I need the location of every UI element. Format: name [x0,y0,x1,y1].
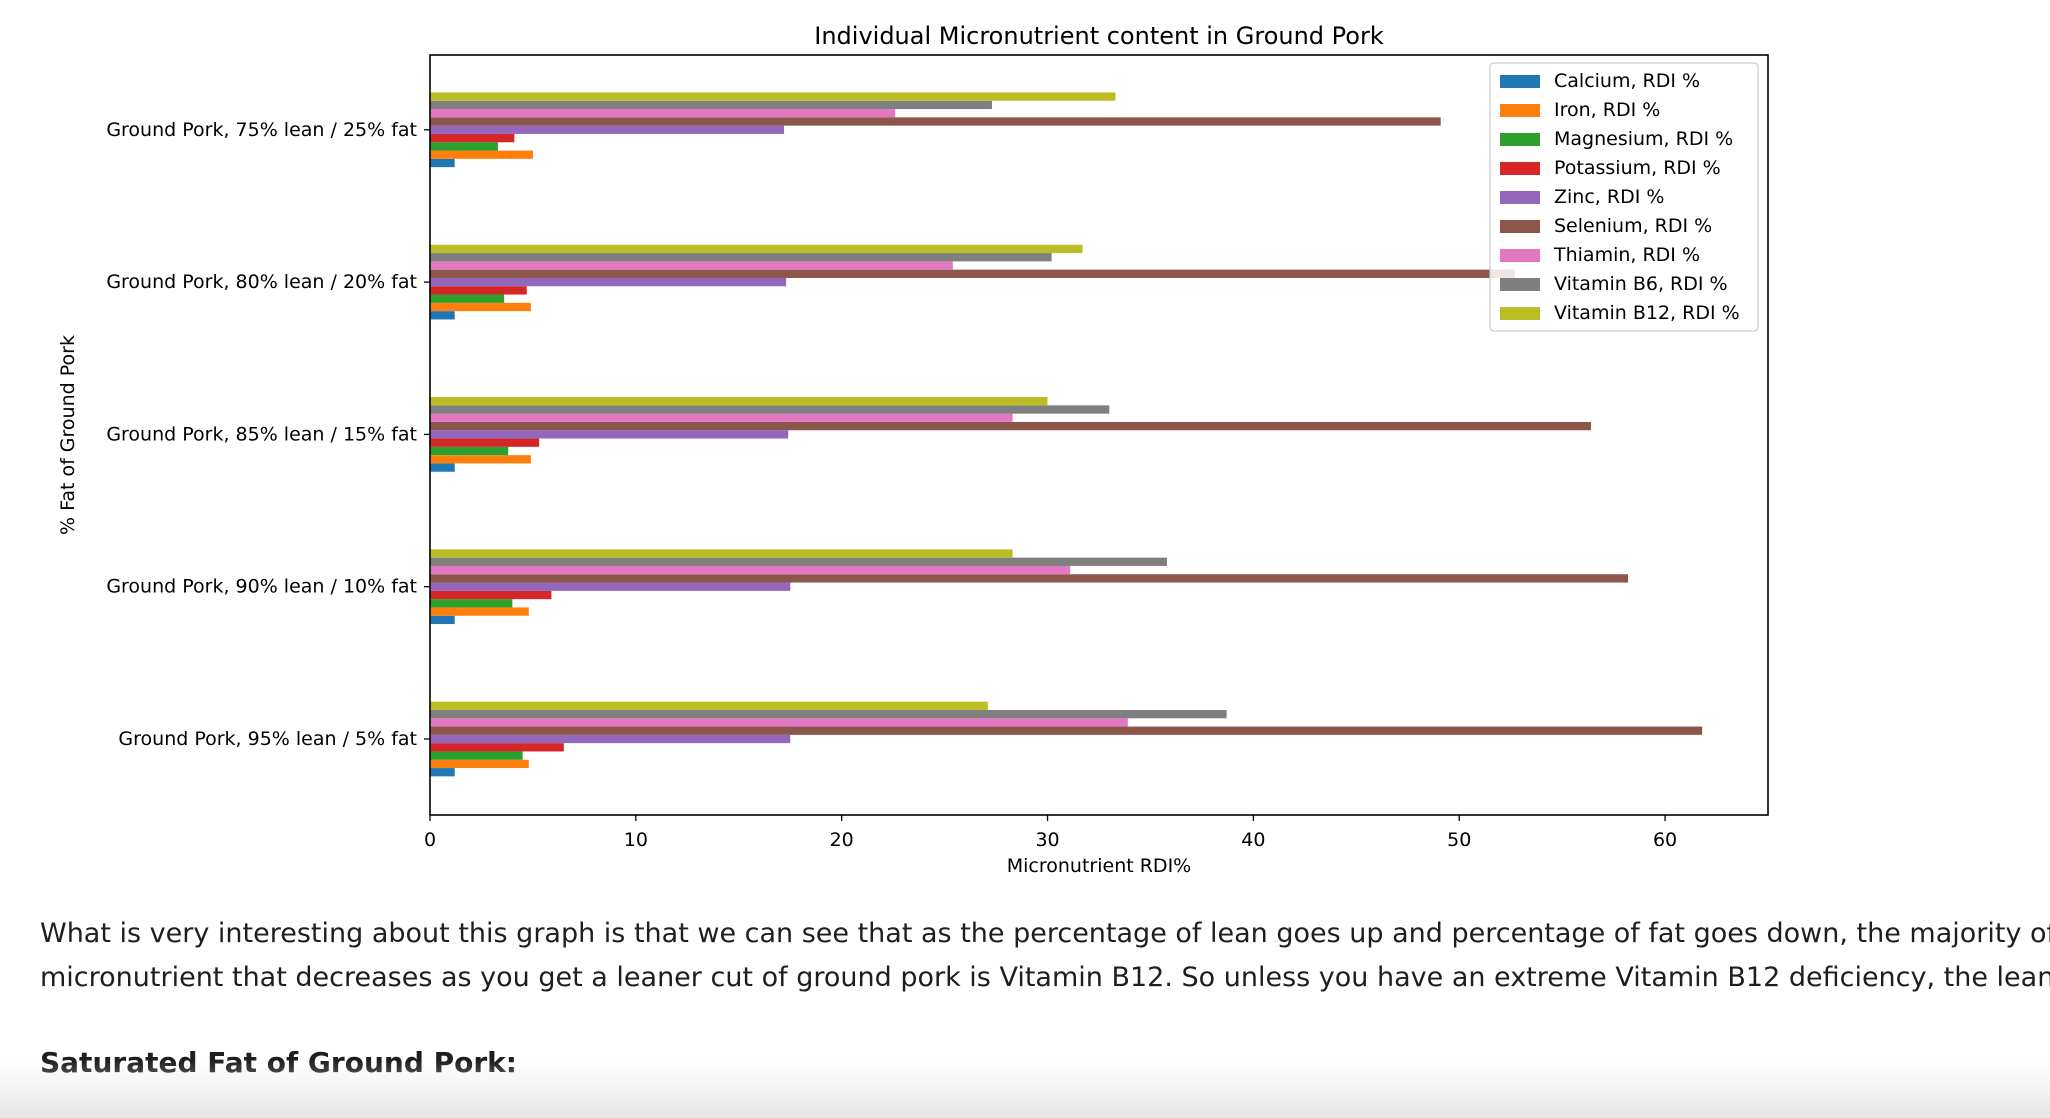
bar-series-group [430,92,1703,777]
bottom-fade-overlay [0,1060,2050,1118]
y-tick-label: Ground Pork, 75% lean / 25% fat [106,119,417,141]
bar [430,294,505,303]
bar [430,158,455,168]
legend-label: Magnesium, RDI % [1554,128,1733,150]
legend-swatch [1500,278,1540,291]
legend-swatch [1500,249,1540,262]
legend-swatch [1500,133,1540,146]
article-paragraph: What is very interesting about this grap… [40,912,2050,1000]
legend-swatch [1500,75,1540,88]
bar [430,125,785,134]
micronutrient-bar-chart: Individual Micronutrient content in Grou… [57,22,1769,877]
bar [430,277,787,287]
x-tick-label: 30 [1035,829,1059,851]
bar [430,599,513,608]
legend-swatch [1500,220,1540,233]
legend-frame [1489,62,1759,332]
bar [430,574,1629,583]
bar [430,421,1591,431]
legend-label: Potassium, RDI % [1554,157,1721,179]
bar [430,446,509,456]
bar [430,397,1048,406]
bar [430,557,1167,566]
y-tick-label: Ground Pork, 95% lean / 5% fat [118,728,417,750]
y-tick-label: Ground Pork, 85% lean / 15% fat [106,423,417,445]
bar [430,413,1013,422]
y-axis-label: % Fat of Ground Pork [57,335,79,535]
bar [430,109,896,118]
bar [430,269,1515,278]
legend-swatch [1500,307,1540,320]
x-axis-label: Micronutrient RDI% [1007,855,1191,877]
bar [430,726,1703,735]
bar [430,286,527,295]
x-axis: 0 10 20 30 40 50 60 [424,815,1677,851]
x-tick-label: 40 [1241,829,1265,851]
bar [430,549,1013,558]
bar [430,100,992,110]
x-tick-label: 20 [830,829,854,851]
x-tick-label: 50 [1447,829,1471,851]
legend-label: Thiamin, RDI % [1553,244,1700,266]
bar [430,311,455,320]
legend-label: Calcium, RDI % [1554,70,1700,92]
legend-label: Vitamin B12, RDI % [1554,302,1740,324]
x-tick-label: 10 [624,829,648,851]
bar [430,734,791,744]
bar [430,117,1441,126]
chart-legend: Calcium, RDI % Iron, RDI % Magnesium, RDI … [1489,62,1759,332]
bar [430,743,564,752]
bar [430,759,529,769]
legend-label: Iron, RDI % [1554,99,1660,121]
legend-label: Vitamin B6, RDI % [1554,273,1728,295]
bar [430,302,531,312]
legend-swatch [1500,191,1540,204]
legend-label: Selenium, RDI % [1554,215,1712,237]
bar [430,142,498,151]
bar [430,133,515,143]
bar [430,244,1083,254]
bar [430,565,1071,575]
bar [430,590,552,600]
bar [430,768,455,777]
bar [430,701,988,710]
bar [430,709,1227,719]
y-tick-label: Ground Pork, 90% lean / 10% fat [106,576,417,598]
bar [430,718,1128,727]
chart-title: Individual Micronutrient content in Grou… [814,22,1384,50]
bar [430,150,533,159]
y-tick-label: Ground Pork, 80% lean / 20% fat [106,271,417,293]
bar [430,253,1052,262]
article-paragraph-line-1: What is very interesting about this grap… [40,918,2050,949]
legend-swatch [1500,104,1540,117]
legend-swatch [1500,162,1540,175]
legend-label: Zinc, RDI % [1554,186,1664,208]
bar [430,615,455,625]
bar [430,455,531,464]
x-tick-label: 0 [424,829,436,851]
bar [430,582,791,591]
bar [430,751,523,760]
bar [430,92,1116,101]
bar [430,430,789,439]
bar [430,261,953,270]
bar [430,607,529,616]
bar [430,463,455,472]
bar [430,405,1110,414]
y-axis: Ground Pork, 95% lean / 5% fat Ground Por… [106,119,430,750]
x-tick-label: 60 [1653,829,1677,851]
bar [430,438,540,447]
article-paragraph-line-2: micronutrient that decreases as you get … [40,962,2050,993]
